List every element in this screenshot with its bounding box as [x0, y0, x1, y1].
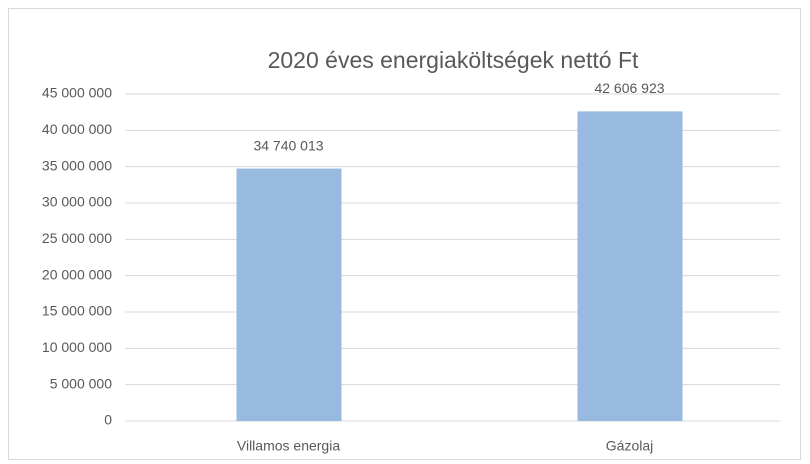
y-tick-label: 35 000 000 — [42, 157, 112, 173]
y-tick-label: 25 000 000 — [42, 230, 112, 246]
bar — [577, 111, 683, 421]
data-label: 34 740 013 — [253, 137, 323, 153]
y-tick-label: 20 000 000 — [42, 266, 112, 282]
x-tick-label: Villamos energia — [237, 438, 340, 454]
y-tick-label: 10 000 000 — [42, 339, 112, 355]
y-tick-label: 30 000 000 — [42, 194, 112, 210]
data-label: 42 606 923 — [594, 80, 664, 96]
y-tick-label: 0 — [104, 412, 112, 428]
y-tick-label: 15 000 000 — [42, 303, 112, 319]
bar — [236, 168, 342, 421]
y-tick-label: 5 000 000 — [50, 375, 112, 391]
y-tick-label: 45 000 000 — [42, 85, 112, 101]
x-tick-label: Gázolaj — [606, 438, 653, 454]
y-tick-label: 40 000 000 — [42, 121, 112, 137]
chart-title: 2020 éves energiaköltségek nettó Ft — [268, 47, 639, 73]
